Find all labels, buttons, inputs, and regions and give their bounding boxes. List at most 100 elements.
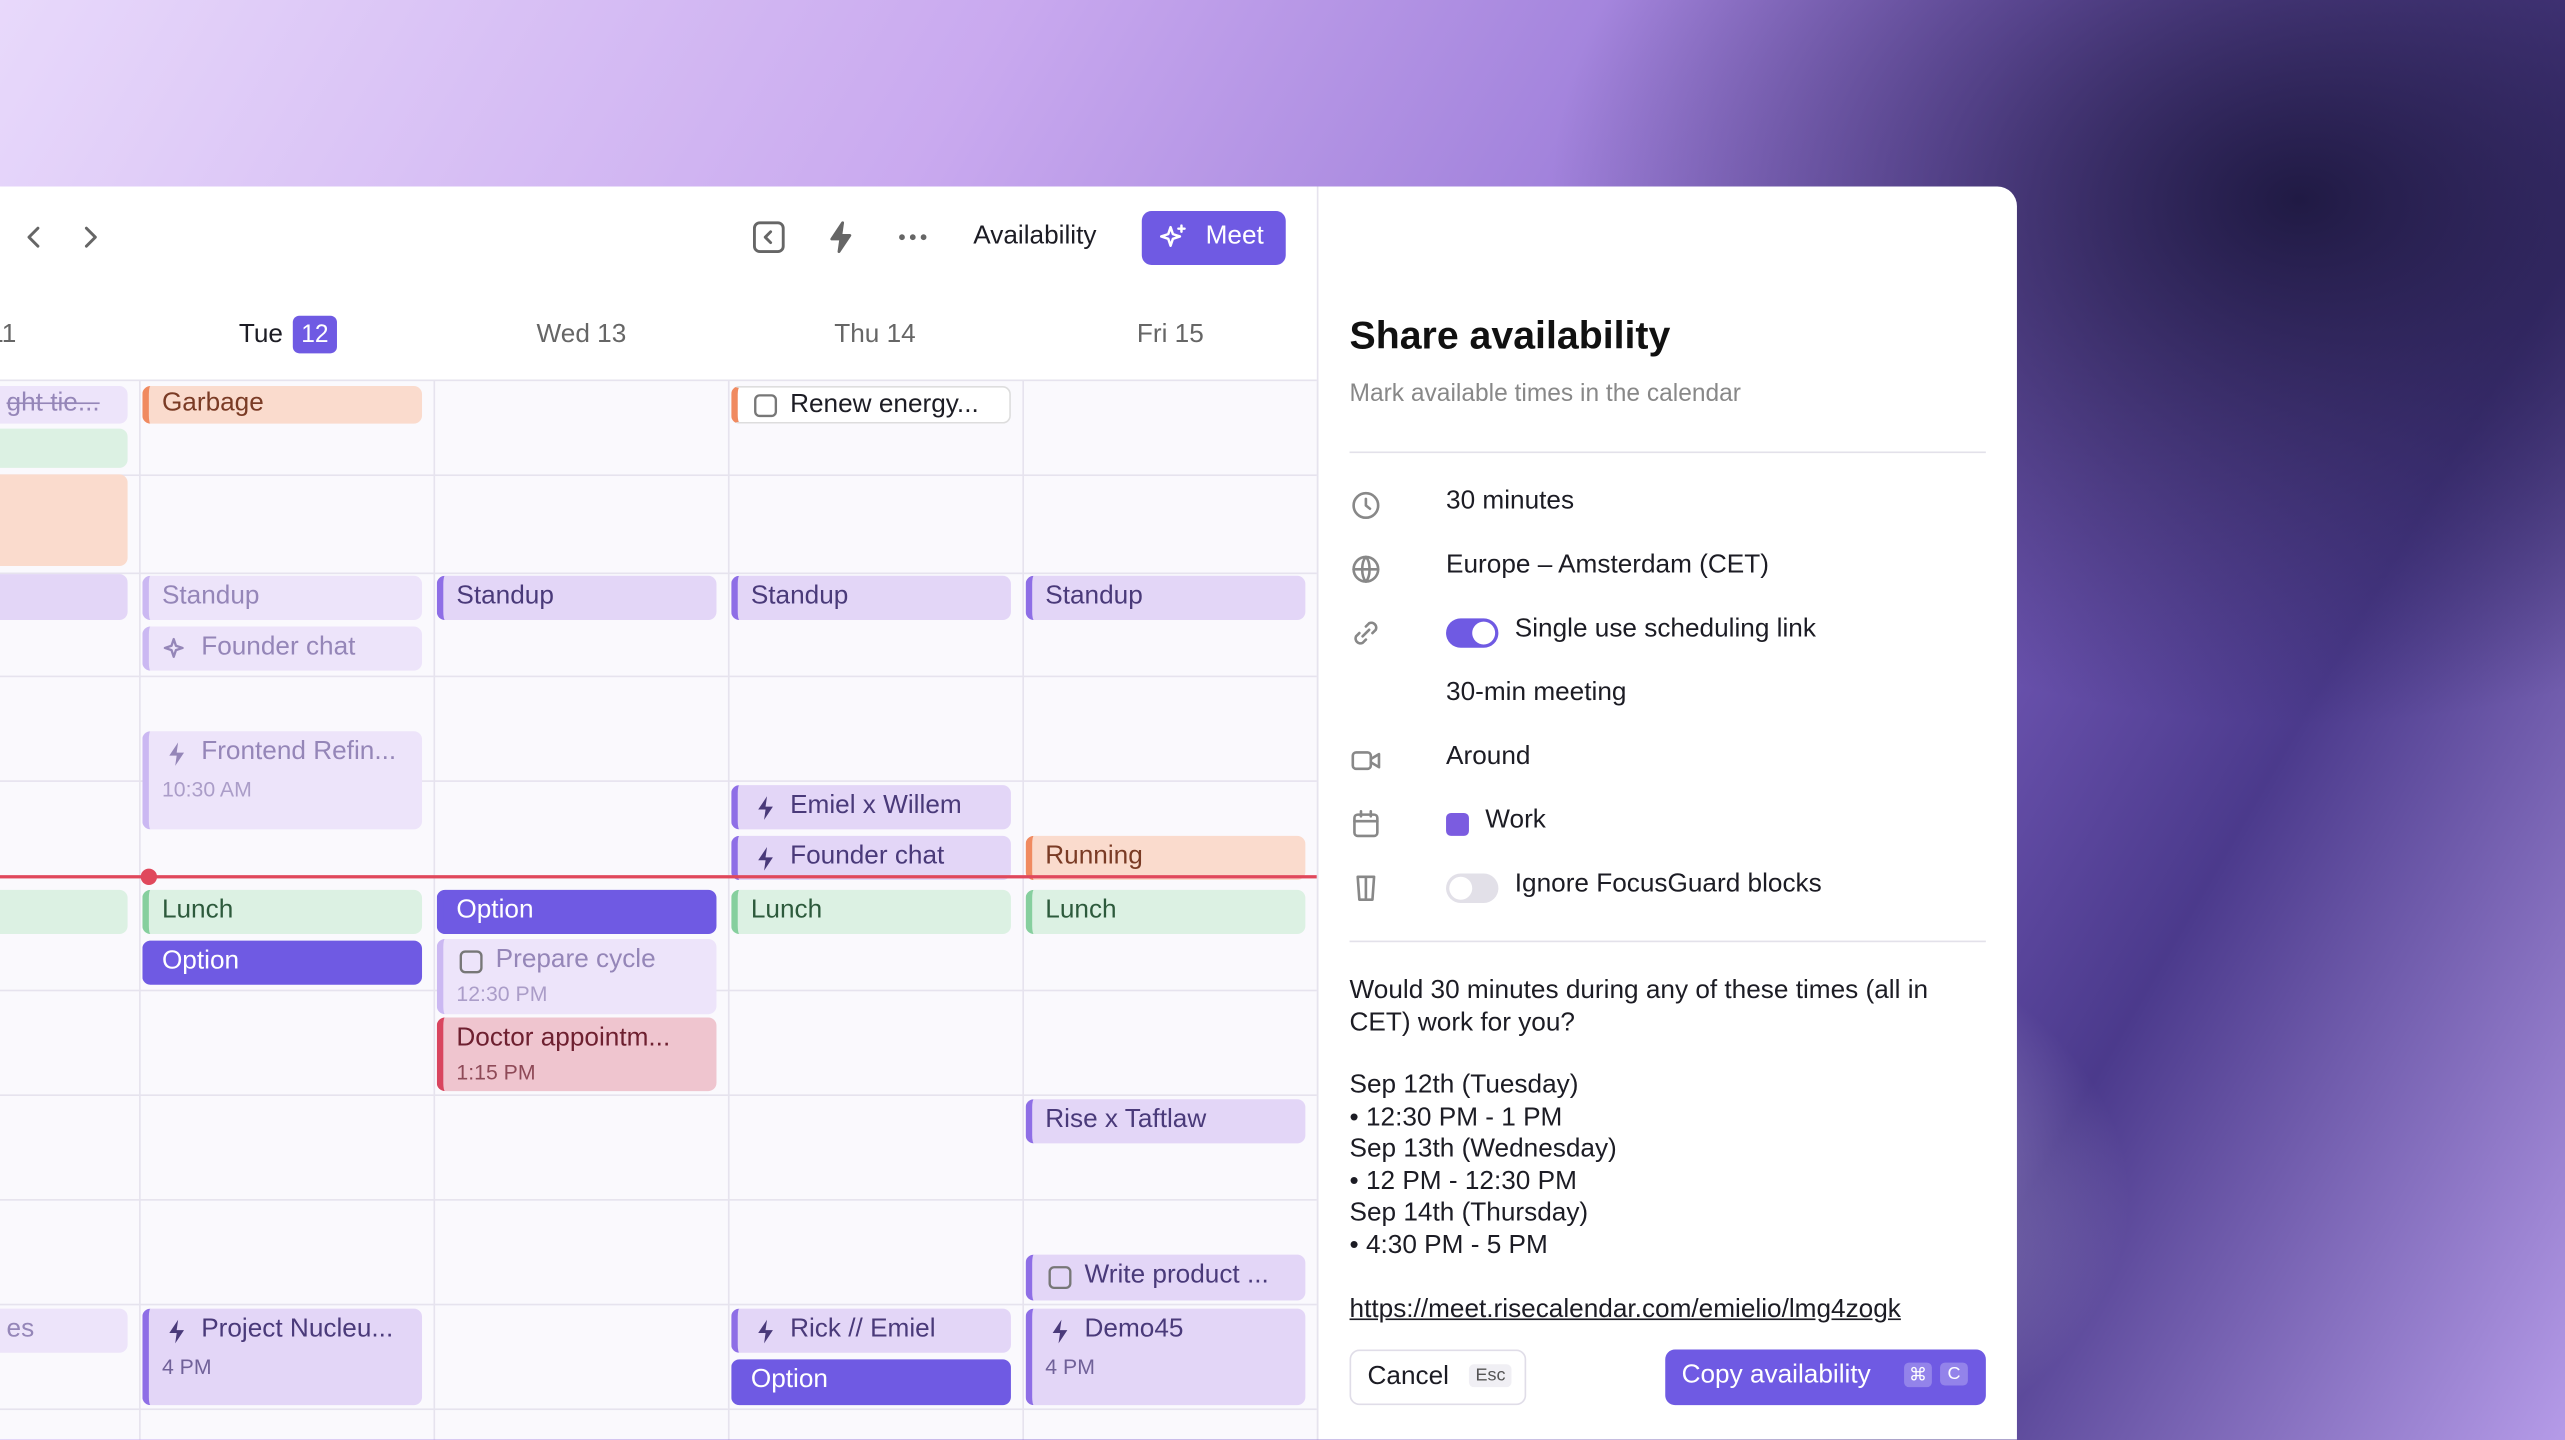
toggle-knob <box>1472 621 1496 645</box>
event[interactable]: Founder chat <box>731 835 1011 881</box>
event[interactable]: Emiel x Willem <box>731 785 1011 830</box>
event-title: Renew energy... <box>790 390 979 419</box>
icon <box>1350 553 1383 586</box>
event-block <box>0 574 128 620</box>
grid-line <box>0 675 1317 678</box>
event-title: Founder chat <box>201 633 356 661</box>
icon <box>751 391 780 420</box>
icon <box>895 219 931 255</box>
meet-button[interactable]: Meet <box>1141 211 1286 265</box>
event-title: Lunch <box>161 896 234 925</box>
event-title: Rise x Taftlaw <box>1045 1105 1207 1134</box>
shortcut-key: C <box>1940 1362 1968 1386</box>
event[interactable]: Renew energy... <box>731 386 1011 424</box>
icon <box>16 219 52 255</box>
header-bg <box>0 186 1317 380</box>
event[interactable]: Option <box>731 1359 1011 1406</box>
event-time: 4 PM <box>1045 1354 1095 1379</box>
day-header: Tue <box>238 320 283 349</box>
event-time: 12:30 PM <box>456 981 548 1007</box>
message: Would 30 minutes during any of these tim… <box>1349 976 1929 1037</box>
day-header: n 11 <box>0 320 17 349</box>
event[interactable]: Lunch <box>1025 889 1306 935</box>
message-line: • 12 PM - 12:30 PM <box>1349 1167 1577 1195</box>
event[interactable]: Rick // Emiel <box>731 1308 1011 1353</box>
event-title: Demo45 <box>1084 1315 1184 1343</box>
grid-line <box>0 1199 1317 1201</box>
message-line: Sep 12th (Tuesday) <box>1349 1071 1579 1100</box>
grid-line <box>139 379 141 1440</box>
event[interactable]: Lunch <box>142 889 423 935</box>
event-title: ght tie... <box>6 389 100 418</box>
event[interactable]: Option <box>436 889 717 935</box>
event-title: Founder chat <box>790 842 945 871</box>
event-title: Option <box>161 947 240 975</box>
event-title: Doctor appointm... <box>456 1024 671 1052</box>
icon <box>823 219 859 255</box>
shortcut-key: Esc <box>1468 1364 1513 1388</box>
event[interactable]: Write product ... <box>1025 1254 1306 1301</box>
icon <box>72 219 108 255</box>
setting-text: 30-min meeting <box>1446 678 1627 707</box>
setting-text: Single use scheduling link <box>1514 615 1816 643</box>
event[interactable]: Standup <box>1025 575 1306 620</box>
message-line: Sep 14th (Thursday) <box>1349 1199 1589 1227</box>
event-title: Option <box>456 896 534 925</box>
event[interactable]: Project Nucleu... 4 PM <box>142 1308 423 1406</box>
event-time: 1:15 PM <box>456 1059 536 1085</box>
grid-line <box>0 572 1317 575</box>
today-badge: 12 <box>292 315 337 354</box>
event-title: Standup <box>1045 582 1143 611</box>
grid-line <box>0 379 1317 382</box>
icon <box>1350 617 1383 650</box>
event-title: es <box>6 1315 35 1343</box>
panel-title: Share availability <box>1349 314 1671 359</box>
day-header: Thu 14 <box>834 320 916 349</box>
event[interactable]: Demo45 4 PM <box>1025 1308 1306 1406</box>
event[interactable]: Option <box>142 940 423 985</box>
availability-button[interactable]: Availability <box>973 222 1097 251</box>
icon <box>162 739 191 768</box>
grid-line <box>0 780 1317 782</box>
toggle[interactable] <box>1446 873 1499 903</box>
setting-text: Work <box>1485 806 1546 835</box>
icon <box>1158 222 1189 253</box>
divider <box>1349 940 1986 943</box>
event[interactable]: ght tie... <box>0 386 128 424</box>
event-title: Option <box>750 1365 828 1394</box>
event-title: Standup <box>750 582 849 611</box>
event[interactable]: Frontend Refin... 10:30 AM <box>142 731 423 830</box>
event[interactable]: Running <box>1025 835 1306 881</box>
grid-line <box>0 1408 1317 1411</box>
event[interactable]: Rise x Taftlaw <box>1025 1099 1306 1144</box>
grid-line <box>1022 379 1025 1440</box>
event-block <box>0 428 128 468</box>
event[interactable]: Standup <box>142 575 423 620</box>
event[interactable]: Garbage <box>142 386 423 424</box>
event[interactable]: Doctor appointm... 1:15 PM <box>436 1017 717 1092</box>
toggle[interactable] <box>1446 618 1499 648</box>
grid-line <box>0 1303 1317 1306</box>
color-swatch <box>1446 812 1469 836</box>
grid-line <box>433 379 436 1440</box>
event[interactable]: Standup <box>731 575 1011 620</box>
icon <box>1350 489 1383 522</box>
event[interactable]: Standup <box>436 575 717 620</box>
event-title: Standup <box>456 582 554 611</box>
event[interactable]: Prepare cycle 12:30 PM <box>436 938 717 1015</box>
cancel-button[interactable]: Cancel Esc <box>1349 1349 1527 1406</box>
event-title: Frontend Refin... <box>201 737 397 766</box>
event[interactable]: Lunch <box>731 889 1011 935</box>
copy-label: Copy availability <box>1681 1360 1871 1389</box>
link[interactable]: https://meet.risecalendar.com/emielio/lm… <box>1349 1295 1901 1324</box>
copy-button[interactable]: Copy availability ⌘ C <box>1665 1349 1986 1406</box>
event-title: Running <box>1045 842 1143 871</box>
day-header: Wed 13 <box>536 320 627 349</box>
icon <box>751 1317 780 1346</box>
event[interactable]: Founder chat <box>142 626 423 671</box>
event[interactable]: es <box>0 1308 128 1353</box>
grid-line <box>0 1094 1317 1096</box>
icon <box>751 219 787 255</box>
event-block <box>0 889 128 935</box>
grid-line <box>727 379 730 1440</box>
